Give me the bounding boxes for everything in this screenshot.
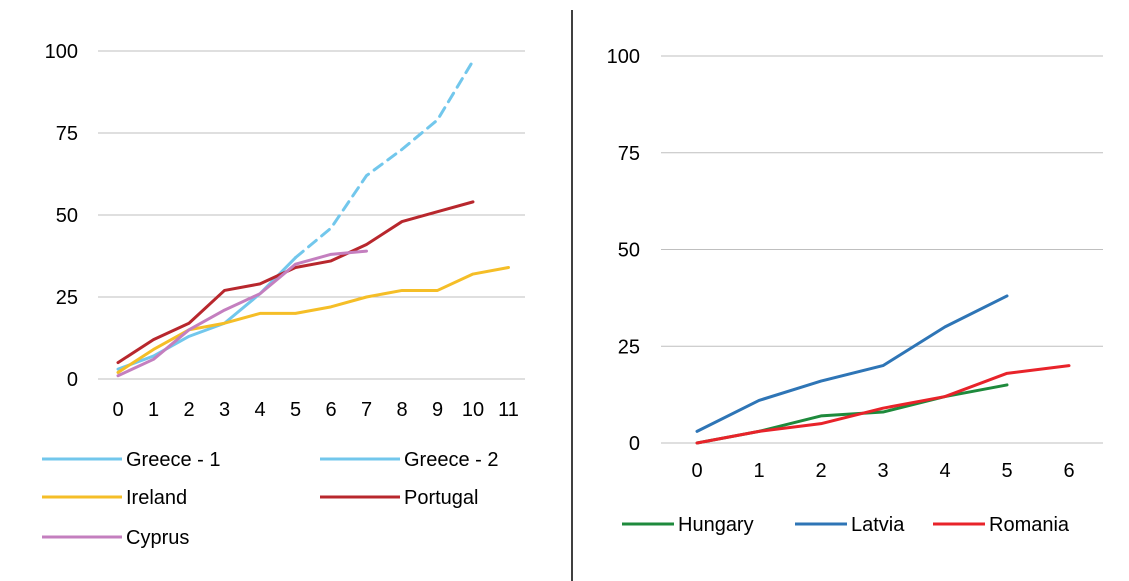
x-tick-label: 4	[254, 399, 265, 421]
legend-label: Ireland	[126, 487, 187, 509]
left-line-chart: 0 25 50 75 100 0 1 2 3 4 5 6 7 8 9 10 11 Greece - 1 Greece…	[42, 41, 525, 549]
x-tick-label: 3	[219, 399, 230, 421]
legend-label: Portugal	[404, 487, 479, 509]
series-line-ireland	[116, 265, 510, 374]
legend-label: Hungary	[678, 514, 754, 536]
legend-label: Romania	[989, 514, 1070, 536]
y-tick-label: 50	[56, 205, 78, 227]
right-line-chart: 0 25 50 75 100 0 1 2 3 4 5 6 Hungary Latvia Romania	[607, 46, 1103, 536]
series-line-latvia	[695, 294, 1009, 433]
legend-label: Cyprus	[126, 527, 189, 549]
x-tick-label: 2	[183, 399, 194, 421]
x-tick-label: 1	[148, 399, 159, 421]
x-tick-label: 7	[361, 399, 372, 421]
x-tick-label: 9	[432, 399, 443, 421]
legend-label: Latvia	[851, 514, 905, 536]
y-tick-label: 25	[56, 287, 78, 309]
x-tick-label: 2	[815, 460, 826, 482]
x-tick-label: 4	[939, 460, 950, 482]
x-tick-label: 8	[396, 399, 407, 421]
x-tick-label: 6	[1063, 460, 1074, 482]
x-tick-label: 6	[325, 399, 336, 421]
series-line-romania	[695, 364, 1071, 445]
x-tick-label: 1	[753, 460, 764, 482]
x-tick-label: 11	[498, 399, 519, 421]
series-line-portugal	[116, 200, 475, 365]
y-tick-label: 100	[607, 46, 640, 68]
y-tick-label: 100	[45, 41, 78, 63]
x-tick-label: 0	[691, 460, 702, 482]
y-tick-label: 50	[618, 240, 640, 262]
legend-label: Greece - 2	[404, 449, 498, 471]
x-tick-label: 5	[290, 399, 301, 421]
series-line-cyprus	[116, 249, 368, 378]
x-tick-label: 10	[462, 399, 484, 421]
x-tick-label: 0	[112, 399, 123, 421]
legend-label: Greece - 1	[126, 449, 220, 471]
x-tick-label: 3	[877, 460, 888, 482]
series-line-greece-2	[294, 59, 475, 260]
x-tick-label: 5	[1001, 460, 1012, 482]
y-tick-label: 0	[629, 433, 640, 455]
y-tick-label: 25	[618, 336, 640, 358]
y-tick-label: 0	[67, 369, 78, 391]
y-tick-label: 75	[56, 123, 78, 145]
y-tick-label: 75	[618, 143, 640, 165]
